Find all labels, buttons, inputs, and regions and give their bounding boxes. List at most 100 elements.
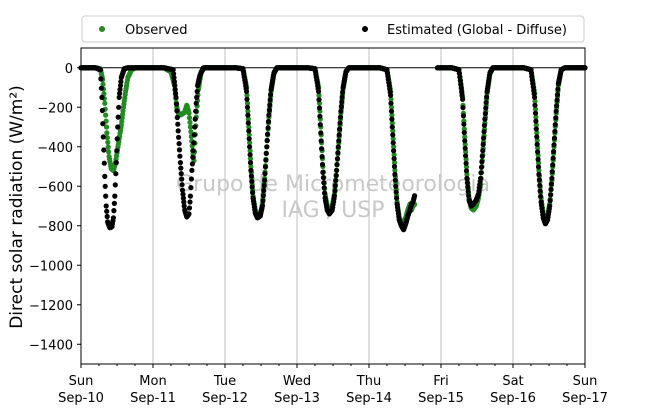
data-point [317, 122, 323, 128]
data-point [537, 188, 543, 194]
data-point [391, 156, 397, 162]
data-point [170, 67, 176, 73]
data-point [392, 167, 398, 173]
data-point [181, 199, 187, 205]
data-point [117, 90, 123, 96]
data-point [249, 184, 255, 190]
data-point [194, 88, 200, 95]
data-point [316, 88, 322, 95]
data-point [114, 148, 120, 154]
data-point [189, 167, 195, 173]
data-point [550, 162, 556, 168]
data-point [177, 153, 183, 159]
data-point [110, 215, 116, 221]
data-point [117, 82, 124, 89]
data-point [549, 169, 555, 175]
data-point [118, 79, 124, 85]
data-point [391, 144, 397, 150]
data-point [548, 192, 554, 198]
data-point [188, 129, 194, 135]
data-point [171, 75, 177, 81]
x-tick-label-date: Sep-11 [130, 391, 176, 406]
data-point [174, 114, 180, 121]
data-point [261, 188, 267, 194]
data-point [104, 130, 110, 136]
data-point [101, 160, 107, 166]
data-point [460, 96, 466, 102]
data-point [103, 193, 109, 199]
data-point [537, 182, 543, 189]
x-tick-label-day: Fri [433, 374, 449, 389]
data-point [548, 181, 555, 187]
x-tick-label-date: Sep-10 [58, 391, 104, 406]
data-point [263, 150, 269, 157]
data-point [394, 195, 400, 201]
data-point [98, 85, 104, 91]
data-point [536, 171, 542, 177]
data-point [267, 97, 273, 103]
data-point [267, 102, 273, 108]
data-point [318, 138, 324, 144]
data-point [102, 100, 108, 106]
data-point [105, 139, 111, 145]
data-point [390, 128, 396, 134]
data-point [547, 197, 553, 204]
data-point [480, 148, 486, 154]
data-point [104, 135, 110, 141]
data-point [552, 122, 558, 128]
data-point [100, 134, 106, 140]
data-point [180, 195, 186, 201]
data-point [105, 144, 111, 150]
data-point [333, 178, 339, 184]
data-point [180, 191, 186, 197]
data-point [336, 132, 342, 138]
data-point [178, 171, 184, 177]
data-point [193, 108, 199, 114]
x-tick-label-date: Sep-13 [274, 391, 320, 406]
data-point [555, 86, 561, 92]
data-point [319, 154, 325, 160]
data-point [247, 144, 253, 150]
data-point [331, 193, 337, 199]
x-tick-label-day: Sat [502, 374, 523, 389]
data-point [322, 190, 328, 196]
data-point [533, 118, 539, 124]
data-point [332, 183, 338, 189]
data-point [101, 147, 107, 153]
data-point [245, 112, 251, 118]
data-point [187, 193, 193, 199]
data-point [186, 110, 192, 116]
data-point [389, 120, 395, 126]
data-point [388, 108, 395, 114]
data-point [484, 94, 490, 100]
data-point [554, 103, 560, 109]
data-point [335, 144, 341, 150]
data-point [248, 173, 254, 179]
legend: Observed Estimated (Global - Diffuse) [81, 15, 585, 43]
data-point [104, 208, 110, 214]
data-point [112, 193, 118, 199]
data-point [554, 92, 561, 98]
data-point [538, 193, 544, 200]
data-point [114, 136, 120, 142]
legend-marker-observed [99, 26, 105, 32]
data-point [533, 126, 539, 132]
data-point [246, 124, 252, 130]
data-point [179, 176, 185, 182]
data-point [463, 168, 470, 174]
data-point [481, 122, 488, 128]
data-point [173, 101, 180, 107]
data-point [549, 175, 555, 181]
data-point [117, 86, 123, 93]
data-point [247, 148, 253, 154]
data-point [172, 82, 178, 89]
data-point [533, 122, 539, 128]
data-point [245, 108, 251, 114]
data-point [337, 114, 344, 120]
data-point [175, 121, 181, 127]
y-tick-label: −1400 [29, 338, 73, 353]
data-point [478, 170, 484, 176]
data-point [317, 113, 323, 119]
data-point [466, 193, 472, 199]
